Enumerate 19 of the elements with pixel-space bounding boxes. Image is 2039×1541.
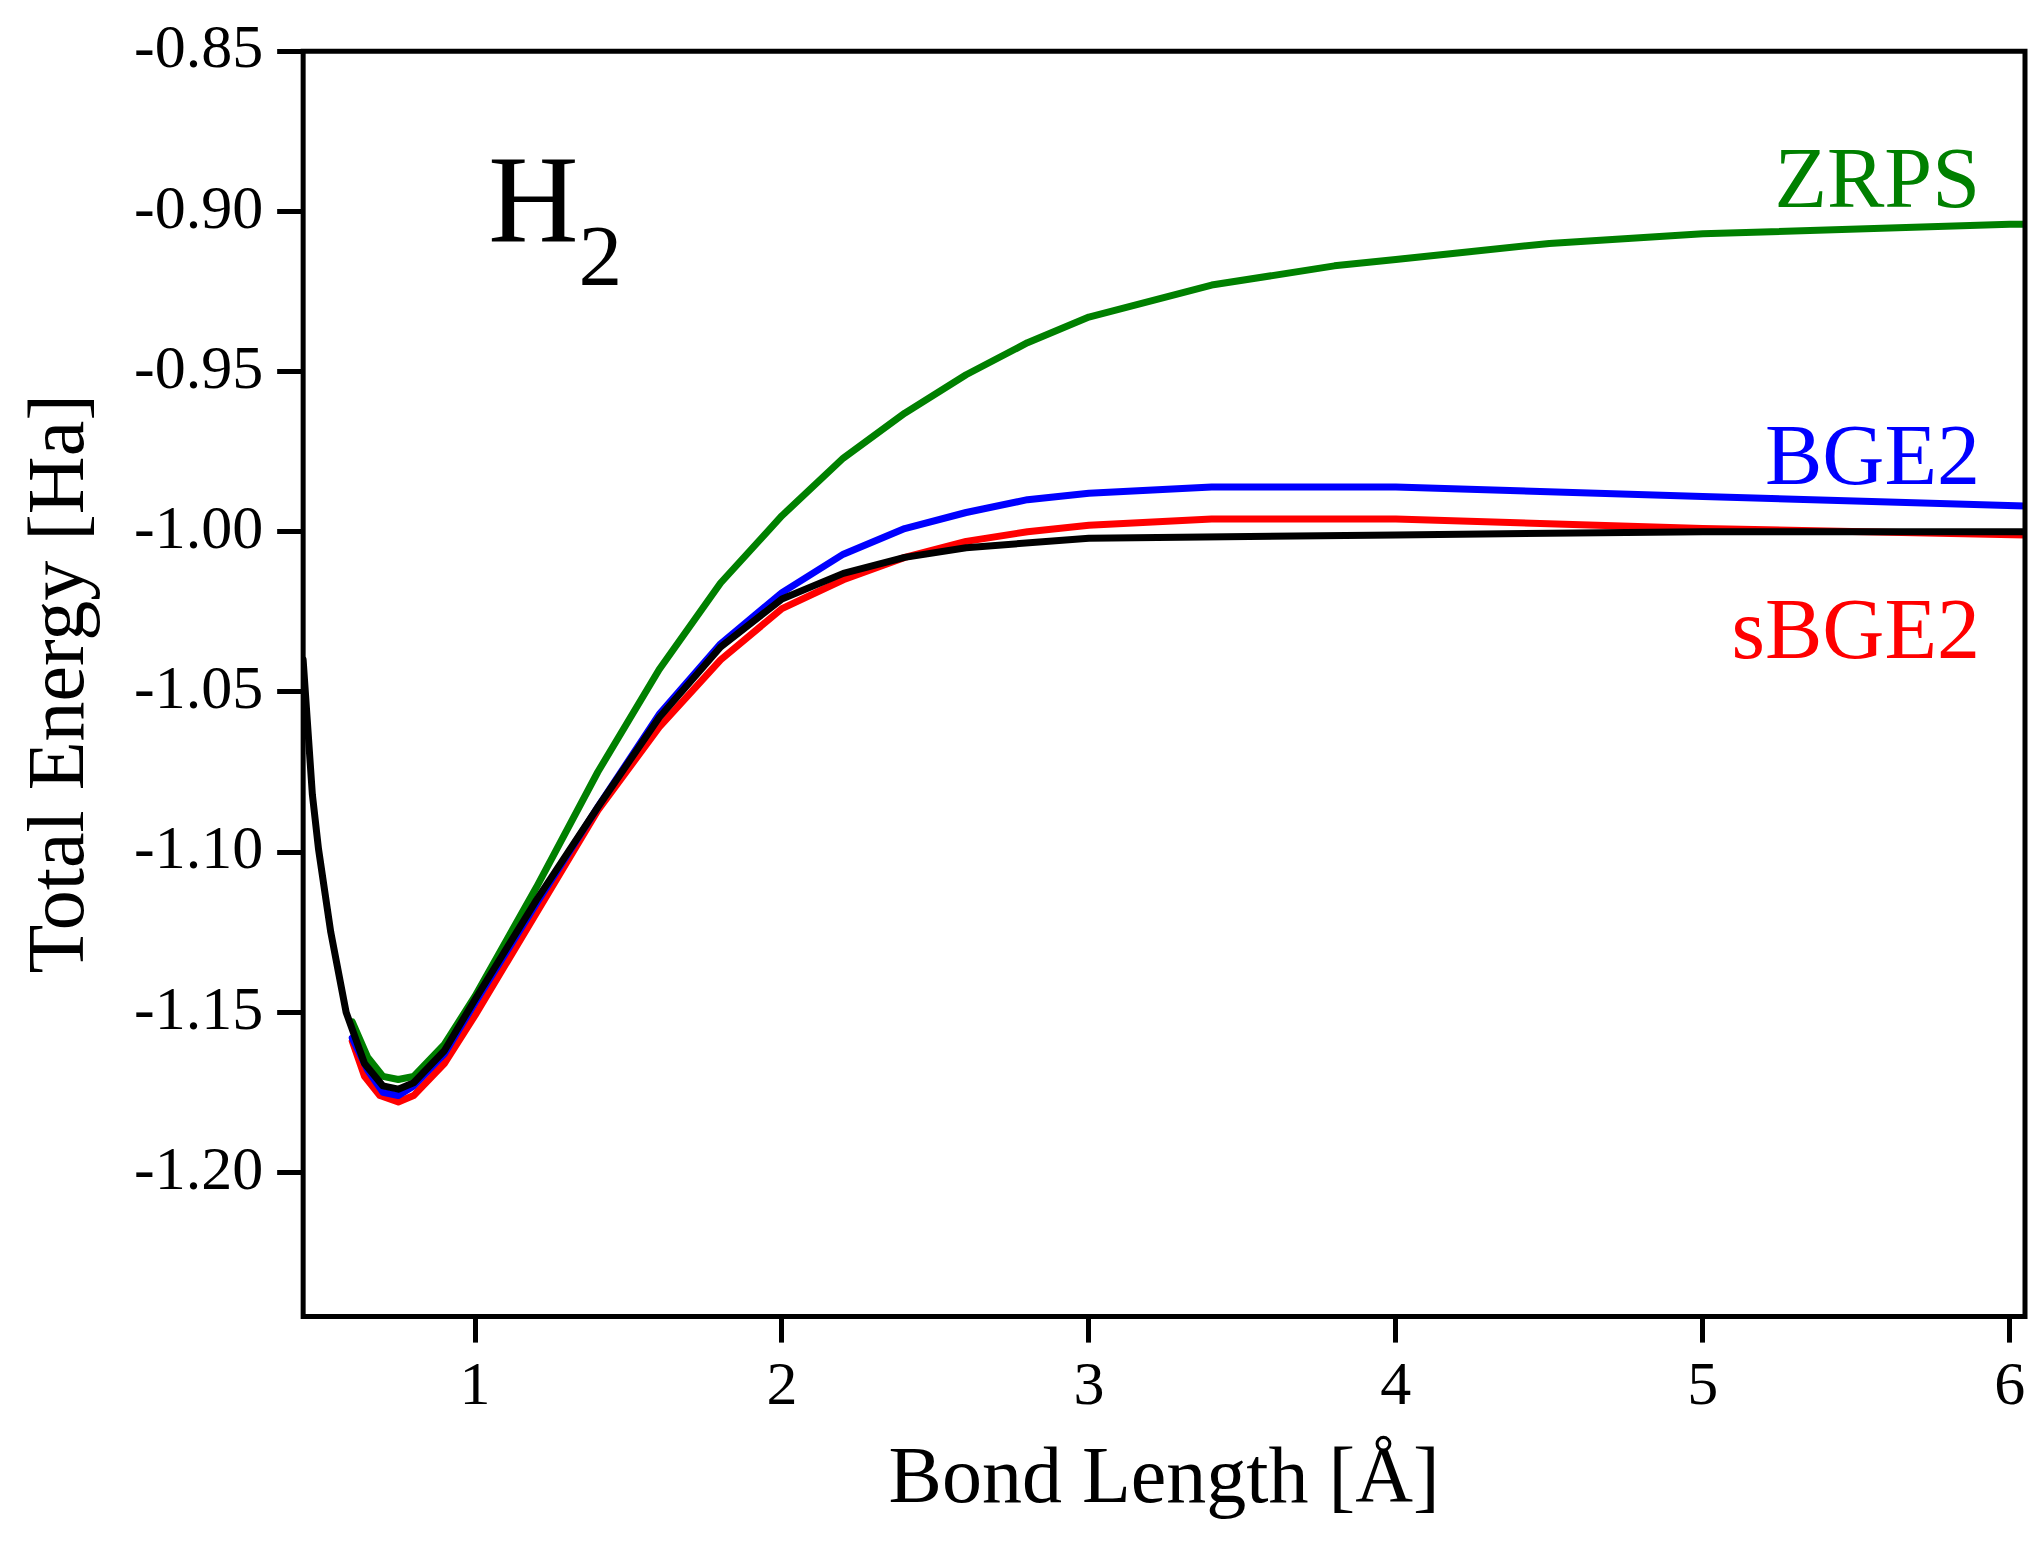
x-axis-title: Bond Length [Å] bbox=[888, 1431, 1440, 1520]
y-tick-label: -0.85 bbox=[133, 12, 264, 81]
y-axis-title: Total Energy [Ha] bbox=[12, 394, 101, 974]
series-label: ZRPS bbox=[1774, 129, 1980, 226]
x-tick-label: 4 bbox=[1380, 1349, 1412, 1418]
x-tick-label: 5 bbox=[1687, 1349, 1719, 1418]
y-tick-label: -1.05 bbox=[133, 653, 264, 722]
y-tick-label: -1.00 bbox=[133, 493, 264, 562]
x-tick-label: 1 bbox=[459, 1349, 491, 1418]
series-label: sBGE2 bbox=[1731, 580, 1980, 677]
x-tick-label: 6 bbox=[1994, 1349, 2026, 1418]
y-tick-label: -1.10 bbox=[133, 813, 264, 882]
series-label: BGE2 bbox=[1765, 406, 1980, 503]
y-tick-label: -1.20 bbox=[133, 1133, 264, 1202]
x-tick-label: 3 bbox=[1073, 1349, 1105, 1418]
y-tick-label: -1.15 bbox=[133, 973, 264, 1042]
y-tick-label: -0.95 bbox=[133, 332, 264, 401]
y-tick-label: -0.90 bbox=[133, 172, 264, 241]
x-tick-label: 2 bbox=[766, 1349, 798, 1418]
